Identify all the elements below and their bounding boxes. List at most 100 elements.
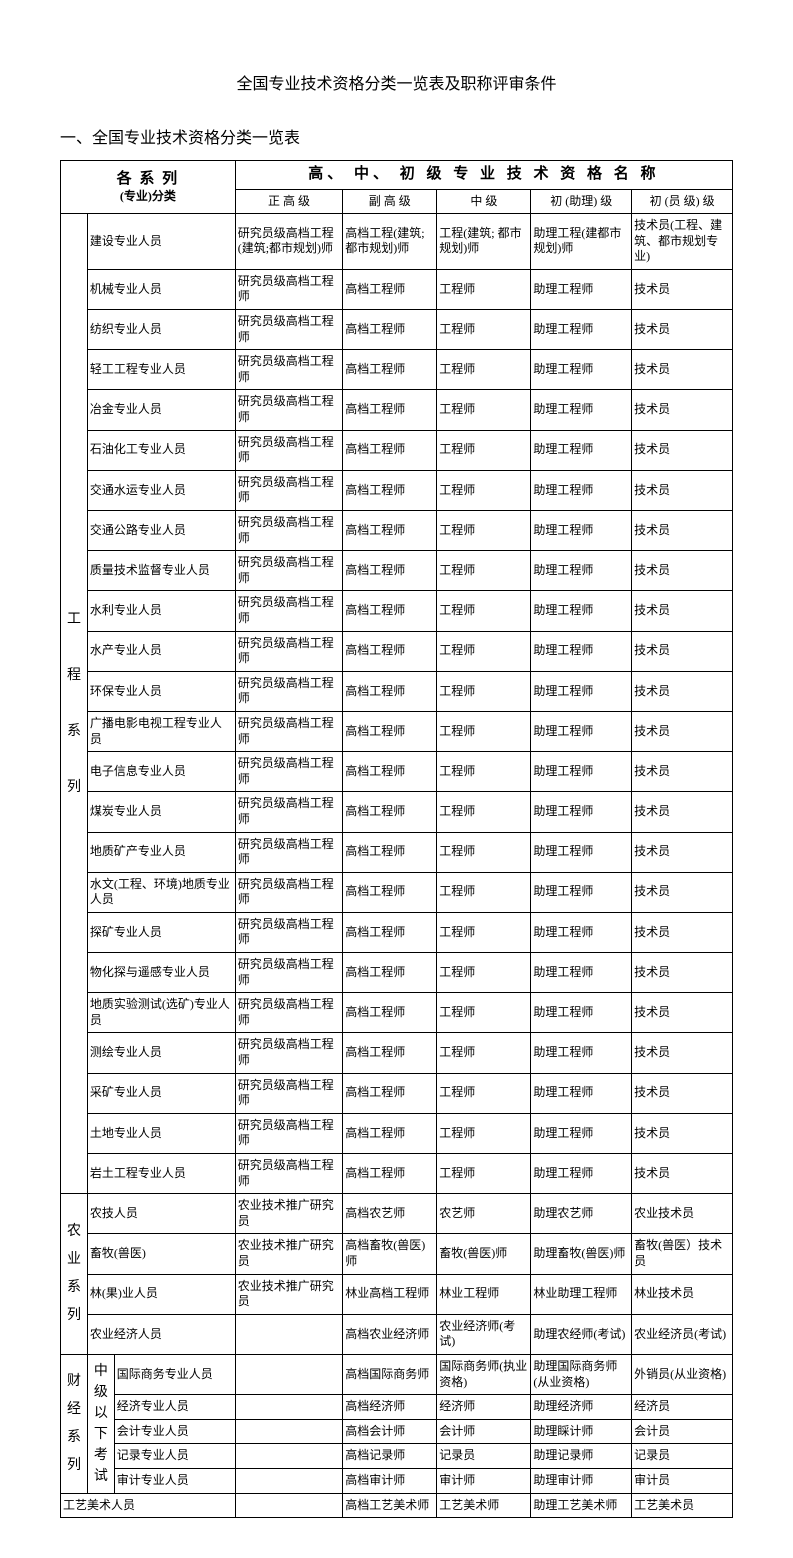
table-cell: 经济员 <box>632 1395 733 1420</box>
table-cell: 助理工程师 <box>531 993 632 1033</box>
table-cell: 煤炭专业人员 <box>87 792 235 832</box>
table-cell: 记录员 <box>437 1444 531 1469</box>
table-row: 土地专业人员研究员级高档工程师高档工程师工程师助理工程师技术员 <box>61 1113 733 1153</box>
table-cell: 经济专业人员 <box>114 1395 235 1420</box>
table-cell: 工程师 <box>437 1033 531 1073</box>
table-row: 财 经 系 列中 级 以 下 考 试国际商务专业人员高档国际商务师国际商务师(执… <box>61 1354 733 1394</box>
group-label: 农 业 系 列 <box>61 1194 88 1355</box>
table-cell: 助理工程师 <box>531 390 632 430</box>
table-cell: 助理工程师 <box>531 1033 632 1073</box>
table-cell: 工程师 <box>437 269 531 309</box>
table-cell: 纺织专业人员 <box>87 310 235 350</box>
table-cell: 高档工程师 <box>343 350 437 390</box>
table-cell: 记录员 <box>632 1444 733 1469</box>
table-cell: 农业经济员(考试) <box>632 1314 733 1354</box>
table-cell: 高档工程(建筑;都市规划)师 <box>343 214 437 270</box>
table-cell: 高档工程师 <box>343 671 437 711</box>
table-cell: 研究员级高档工程师 <box>235 631 343 671</box>
table-cell: 助理工程师 <box>531 591 632 631</box>
table-row: 交通公路专业人员研究员级高档工程师高档工程师工程师助理工程师技术员 <box>61 511 733 551</box>
table-cell: 农业经济人员 <box>87 1314 235 1354</box>
table-cell: 研究员级高档工程师 <box>235 1073 343 1113</box>
table-cell: 农艺师 <box>437 1194 531 1234</box>
table-cell: 探矿专业人员 <box>87 912 235 952</box>
group-label: 财 经 系 列 <box>61 1354 88 1493</box>
table-cell: 研究员级高档工程师 <box>235 711 343 751</box>
table-cell: 工程师 <box>437 470 531 510</box>
table-row: 交通水运专业人员研究员级高档工程师高档工程师工程师助理工程师技术员 <box>61 470 733 510</box>
table-cell: 技术员 <box>632 390 733 430</box>
table-cell <box>235 1314 343 1354</box>
table-row: 工 程 系 列建设专业人员研究员级高档工程(建筑;都市规划)师高档工程(建筑;都… <box>61 214 733 270</box>
table-cell <box>235 1395 343 1420</box>
table-row: 采矿专业人员研究员级高档工程师高档工程师工程师助理工程师技术员 <box>61 1073 733 1113</box>
table-cell: 测绘专业人员 <box>87 1033 235 1073</box>
table-cell: 高档农业经济师 <box>343 1314 437 1354</box>
table-row: 农业经济人员高档农业经济师农业经济师(考试)助理农经师(考试)农业经济员(考试) <box>61 1314 733 1354</box>
table-cell: 技术员 <box>632 430 733 470</box>
table-cell: 技术员 <box>632 752 733 792</box>
table-cell: 研究员级高档工程师 <box>235 269 343 309</box>
table-cell: 广播电影电视工程专业人员 <box>87 711 235 751</box>
table-cell: 研究员级高档工程师 <box>235 792 343 832</box>
header-series: 各 系 列 (专业)分类 <box>61 161 236 214</box>
table-cell: 会计师 <box>437 1419 531 1444</box>
page-title: 全国专业技术资格分类一览表及职称评审条件 <box>60 70 733 94</box>
table-cell: 研究员级高档工程师 <box>235 470 343 510</box>
table-row: 纺织专业人员研究员级高档工程师高档工程师工程师助理工程师技术员 <box>61 310 733 350</box>
table-cell: 技术员 <box>632 832 733 872</box>
table-cell: 助理工艺美术师 <box>531 1493 632 1518</box>
table-cell: 高档工程师 <box>343 1113 437 1153</box>
table-cell: 助理工程师 <box>531 1073 632 1113</box>
table-cell: 林业助理工程师 <box>531 1274 632 1314</box>
table-cell: 工程师 <box>437 350 531 390</box>
table-cell: 研究员级高档工程师 <box>235 350 343 390</box>
table-cell: 技术员 <box>632 792 733 832</box>
table-cell: 技术员 <box>632 993 733 1033</box>
table-cell: 高档工程师 <box>343 631 437 671</box>
table-cell: 高档工程师 <box>343 390 437 430</box>
table-cell: 高档工程师 <box>343 1154 437 1194</box>
table-cell: 工程师 <box>437 511 531 551</box>
table-cell: 高档工程师 <box>343 752 437 792</box>
table-cell: 研究员级高档工程(建筑;都市规划)师 <box>235 214 343 270</box>
header-group: 高、 中、 初 级 专 业 技 术 资 格 名 称 <box>235 161 732 190</box>
section-heading: 一、全国专业技术资格分类一览表 <box>60 124 733 148</box>
table-cell <box>235 1493 343 1518</box>
table-cell: 工程师 <box>437 752 531 792</box>
table-cell: 高档审计师 <box>343 1468 437 1493</box>
table-cell: 助理工程师 <box>531 511 632 551</box>
table-cell: 研究员级高档工程师 <box>235 953 343 993</box>
table-cell: 采矿专业人员 <box>87 1073 235 1113</box>
table-cell: 高档畜牧(兽医)师 <box>343 1234 437 1274</box>
table-row: 机械专业人员研究员级高档工程师高档工程师工程师助理工程师技术员 <box>61 269 733 309</box>
table-cell: 工程师 <box>437 591 531 631</box>
col-zhong: 中 级 <box>437 189 531 214</box>
table-cell: 技术员 <box>632 350 733 390</box>
table-cell: 高档工程师 <box>343 1033 437 1073</box>
table-cell: 交通公路专业人员 <box>87 511 235 551</box>
table-row: 会计专业人员高档会计师会计师助理睬计师会计员 <box>61 1419 733 1444</box>
table-cell: 高档农艺师 <box>343 1194 437 1234</box>
table-row: 广播电影电视工程专业人员研究员级高档工程师高档工程师工程师助理工程师技术员 <box>61 711 733 751</box>
table-cell: 林(果)业人员 <box>87 1274 235 1314</box>
table-cell: 冶金专业人员 <box>87 390 235 430</box>
table-cell: 工程师 <box>437 631 531 671</box>
table-cell: 会计员 <box>632 1419 733 1444</box>
table-cell: 高档工程师 <box>343 953 437 993</box>
table-cell: 高档工程师 <box>343 310 437 350</box>
table-cell: 技术员 <box>632 1113 733 1153</box>
table-cell: 工程师 <box>437 1113 531 1153</box>
table-cell: 助理睬计师 <box>531 1419 632 1444</box>
table-cell: 水利专业人员 <box>87 591 235 631</box>
table-cell: 技术员 <box>632 470 733 510</box>
table-cell: 高档工程师 <box>343 511 437 551</box>
table-cell: 助理工程师 <box>531 1113 632 1153</box>
table-cell: 工程师 <box>437 872 531 912</box>
group-label: 工 程 系 列 <box>61 214 88 1194</box>
table-cell: 助理农经师(考试) <box>531 1314 632 1354</box>
table-cell: 助理工程师 <box>531 350 632 390</box>
table-row: 畜牧(兽医)农业技术推广研究员高档畜牧(兽医)师畜牧(兽医)师助理畜牧(兽医)师… <box>61 1234 733 1274</box>
table-cell: 研究员级高档工程师 <box>235 1113 343 1153</box>
table-cell: 助理工程(建都市规划)师 <box>531 214 632 270</box>
